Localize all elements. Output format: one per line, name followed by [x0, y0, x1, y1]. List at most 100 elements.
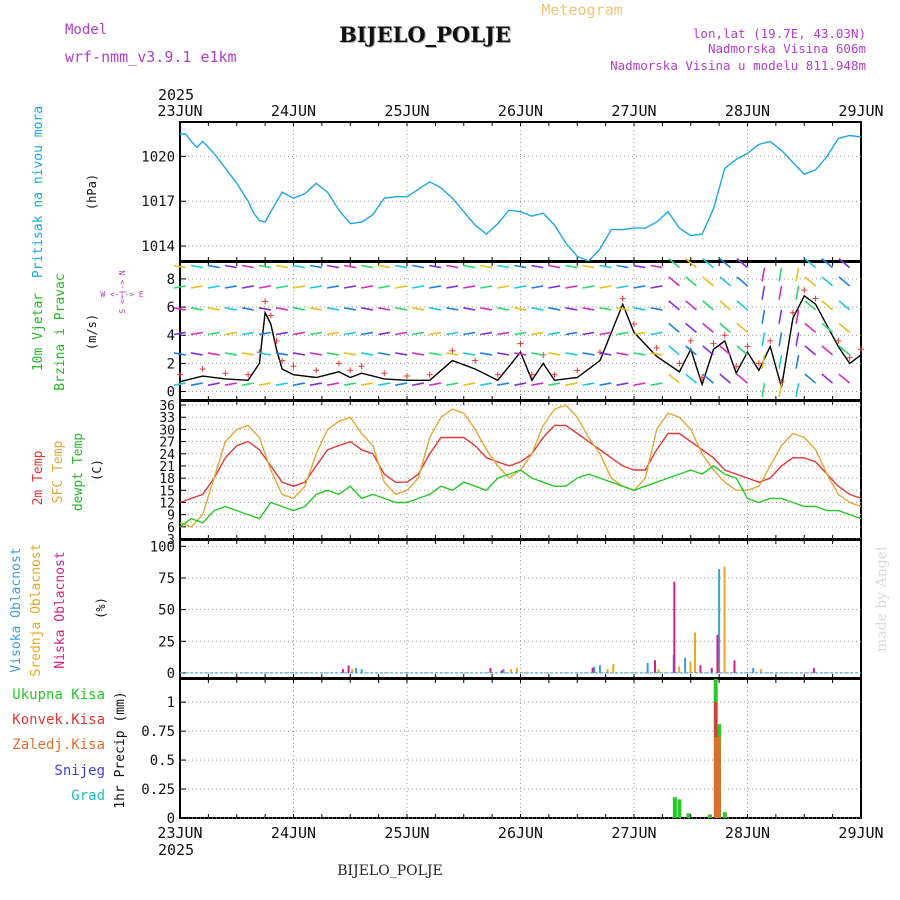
wind-arrow: [207, 307, 220, 311]
wind-arrow: [565, 264, 578, 269]
wind-arrow: [463, 307, 476, 311]
cloud-bar: [678, 666, 681, 673]
wind-arrow: [702, 373, 714, 384]
wind-arrow: [173, 352, 186, 356]
wind-arrow: [821, 300, 834, 311]
wind-arrow: [224, 331, 237, 336]
wind-arrow: [736, 322, 749, 334]
cloud-bar: [502, 669, 505, 673]
wind-arrow: [685, 276, 697, 287]
wind-arrow: [548, 264, 561, 269]
wind-arrow: [429, 264, 442, 269]
wind-gust-marker: [733, 363, 740, 370]
wind-gust-marker: [290, 363, 297, 370]
wind-arrow: [565, 285, 578, 289]
wind-arrow: [795, 332, 800, 347]
precip-bar: [677, 799, 682, 818]
wind-gust-marker: [653, 344, 660, 351]
top-date-label: 27JUN: [611, 102, 656, 120]
wind-gust-marker: [858, 346, 864, 353]
y-tick-label: 21: [159, 460, 175, 475]
watermark: made by Angel: [874, 546, 890, 652]
model-label: Model: [65, 22, 107, 38]
wind-arrow: [497, 285, 510, 289]
wind-arrow: [326, 307, 340, 311]
y-tick-label: 2: [167, 356, 175, 372]
cloud-ylabel-2: Srednja Oblacnost: [29, 543, 44, 676]
wind-arrow: [395, 382, 408, 386]
wind-arrow: [360, 307, 374, 311]
wind-arrow: [795, 309, 800, 324]
top-date-label: 29JUN: [838, 102, 883, 120]
wind-gust-marker: [273, 337, 280, 344]
wind-arrow: [292, 331, 306, 336]
wind-arrow: [702, 276, 714, 287]
cloud-bar: [733, 660, 736, 673]
precip-legend-5: Grad: [71, 788, 105, 804]
wind-gust-marker: [256, 349, 263, 356]
pressure-panel: 1014 1017 1020: [141, 121, 862, 262]
wind-arrow: [207, 382, 220, 386]
wind-arrow: [480, 382, 493, 386]
wind-gust-marker: [313, 367, 320, 374]
bottom-date-label: 29JUN: [838, 824, 883, 842]
wind-arrow: [207, 285, 220, 289]
cloud-bar: [593, 666, 596, 673]
y-tick-label: 3: [167, 533, 175, 548]
wind-gust-marker: [177, 371, 183, 378]
wind-arrow: [343, 264, 357, 269]
wind-arrow: [821, 257, 834, 269]
wind-arrow: [309, 285, 323, 289]
wind-arrow: [480, 307, 493, 311]
wind-arrow: [838, 276, 851, 287]
wind-arrow: [582, 331, 595, 336]
wind-arrow: [378, 264, 391, 269]
wind-arrow: [343, 352, 357, 356]
wind-arrow: [446, 285, 459, 289]
wind-arrow: [429, 285, 442, 289]
y-tick-label: 18: [159, 472, 175, 487]
wind-arrow: [650, 285, 663, 289]
cloud-bar: [354, 667, 357, 673]
wind-arrow: [326, 285, 340, 289]
cloud-bar: [606, 669, 609, 673]
wind-arrow: [429, 382, 442, 386]
wind-arrow: [719, 345, 732, 356]
bottom-date-label: 28JUN: [725, 824, 770, 842]
cloud-ylabel-3: Niska Oblacnost: [53, 551, 68, 668]
wind-arrow: [702, 322, 714, 334]
wind-arrow: [275, 382, 288, 386]
wind-arrow: [326, 382, 340, 386]
wind-arrow: [378, 331, 391, 336]
wind-arrow: [514, 382, 527, 386]
wind-gust-marker: [574, 367, 581, 374]
wind-arrow: [309, 382, 323, 386]
wind-ylabel-2: Brzina i Pravac: [53, 273, 68, 390]
wind-arrow: [599, 331, 612, 336]
wind-arrow: [378, 307, 391, 311]
wind-arrow: [761, 285, 766, 300]
bottom-year-label: 2025: [158, 841, 194, 859]
wind-arrow: [173, 382, 186, 386]
wind-arrow: [258, 331, 271, 336]
wind-arrow: [633, 352, 646, 356]
wind-arrow: [795, 382, 800, 398]
wind-arrow: [412, 352, 425, 356]
wind-arrow: [736, 345, 749, 356]
wind-arrow: [429, 307, 442, 311]
wind-arrow: [719, 322, 732, 334]
precip-legend-1: Ukupna Kisa: [12, 687, 105, 703]
wind-arrow: [395, 307, 408, 311]
wind-arrow: [668, 373, 680, 384]
wind-arrow: [241, 285, 254, 289]
station-title: BIJELO_POLJE: [339, 22, 511, 47]
wind-arrow: [241, 307, 254, 311]
top-date-label: 26JUN: [498, 102, 543, 120]
cloud-bar: [723, 566, 726, 673]
wind-arrow: [838, 257, 851, 269]
wind-arrow: [719, 300, 732, 311]
top-date-label: 23JUN: [157, 102, 202, 120]
wind-arrow: [599, 307, 612, 311]
wind-arrow: [778, 354, 783, 369]
cloud-bar: [654, 660, 657, 673]
